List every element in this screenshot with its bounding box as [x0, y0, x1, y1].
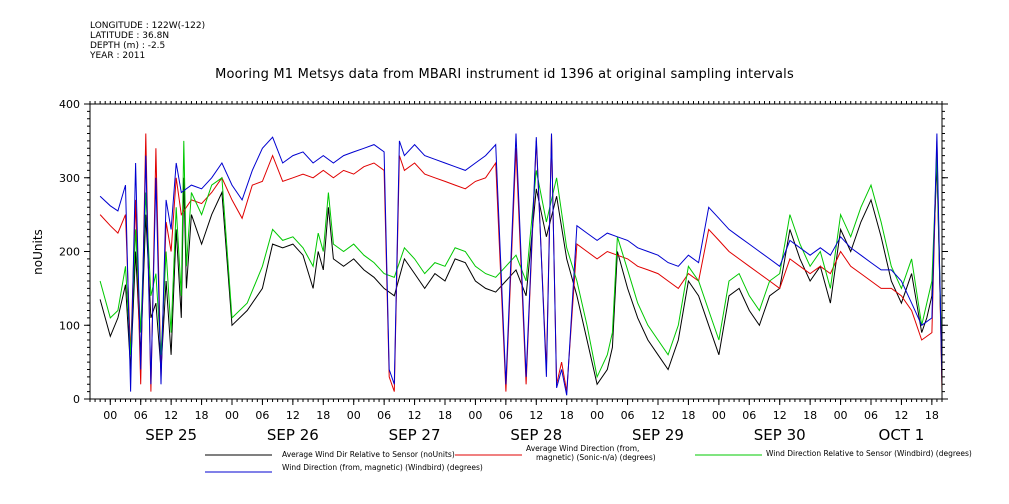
- x-day-label: SEP 30: [754, 426, 806, 444]
- x-hour-label: 00: [712, 409, 726, 422]
- x-day-label: SEP 29: [632, 426, 684, 444]
- x-hour-label: 18: [560, 409, 574, 422]
- x-day-label: SEP 27: [389, 426, 441, 444]
- latitude-label: LATITUDE : 36.8N: [90, 31, 170, 41]
- x-hour-label: 06: [377, 409, 391, 422]
- x-hour-label: 18: [195, 409, 209, 422]
- longitude-label: LONGITUDE : 122W(-122): [90, 21, 206, 31]
- x-hour-label: 06: [864, 409, 878, 422]
- x-hour-label: 18: [681, 409, 695, 422]
- y-tick-label: 0: [73, 393, 80, 406]
- x-hour-label: 06: [742, 409, 756, 422]
- x-hour-label: 00: [347, 409, 361, 422]
- plot-frame: [89, 103, 943, 400]
- x-day-label: SEP 28: [510, 426, 562, 444]
- series-layer: [99, 133, 942, 396]
- x-hour-label: 00: [103, 409, 117, 422]
- series-line-4: [99, 133, 942, 396]
- y-tick-label: 200: [59, 246, 80, 259]
- axis-layer: 0 100 200 300 400 00 06 12 18 00 06 12 18 00 06 12 18 00 0…: [59, 98, 948, 444]
- x-day-label: OCT 1: [879, 426, 925, 444]
- x-hour-label: 12: [894, 409, 908, 422]
- x-hour-label: 00: [590, 409, 604, 422]
- depth-label: DEPTH (m) : -2.5: [90, 41, 166, 51]
- x-hour-label: 06: [134, 409, 148, 422]
- x-hour-label: 06: [499, 409, 513, 422]
- x-day-label: SEP 26: [267, 426, 319, 444]
- x-hour-label: 12: [773, 409, 787, 422]
- y-tick-label: 300: [59, 172, 80, 185]
- x-hour-label: 12: [286, 409, 300, 422]
- legend-label-4: Wind Direction (from, magnetic) (Windbir…: [282, 463, 483, 472]
- x-hour-label: 12: [164, 409, 178, 422]
- legend-label-1: Average Wind Dir Relative to Sensor (noU…: [282, 450, 455, 459]
- series-line-1: [99, 162, 942, 386]
- x-hour-label: 00: [225, 409, 239, 422]
- x-hour-label: 18: [438, 409, 452, 422]
- legend: Average Wind Dir Relative to Sensor (noU…: [205, 444, 972, 473]
- x-hour-label: 18: [925, 409, 939, 422]
- x-hour-label: 06: [255, 409, 269, 422]
- series-line-2: [99, 133, 942, 392]
- x-hour-label: 12: [529, 409, 543, 422]
- metadata-block: LONGITUDE : 122W(-122) LATITUDE : 36.8N …: [90, 21, 205, 61]
- year-label: YEAR : 2011: [90, 51, 146, 61]
- x-hour-label: 18: [316, 409, 330, 422]
- legend-label-2: Average Wind Direction (from,: [526, 444, 639, 453]
- x-hour-label: 12: [408, 409, 422, 422]
- x-hour-label: 00: [834, 409, 848, 422]
- series-line-3: [99, 140, 942, 379]
- y-tick-label: 100: [59, 319, 80, 332]
- x-hour-label: 06: [621, 409, 635, 422]
- x-day-label: SEP 25: [145, 426, 197, 444]
- legend-label-2: magnetic) (Sonic-n/a) (degrees): [536, 453, 656, 462]
- y-axis-label: noUnits: [31, 229, 45, 275]
- x-hour-label: 00: [468, 409, 482, 422]
- x-hour-label: 18: [803, 409, 817, 422]
- legend-label-3: Wind Direction Relative to Sensor (Windb…: [766, 449, 972, 458]
- chart-title: Mooring M1 Metsys data from MBARI instru…: [215, 67, 794, 82]
- x-hour-label: 12: [651, 409, 665, 422]
- y-tick-label: 400: [59, 98, 80, 111]
